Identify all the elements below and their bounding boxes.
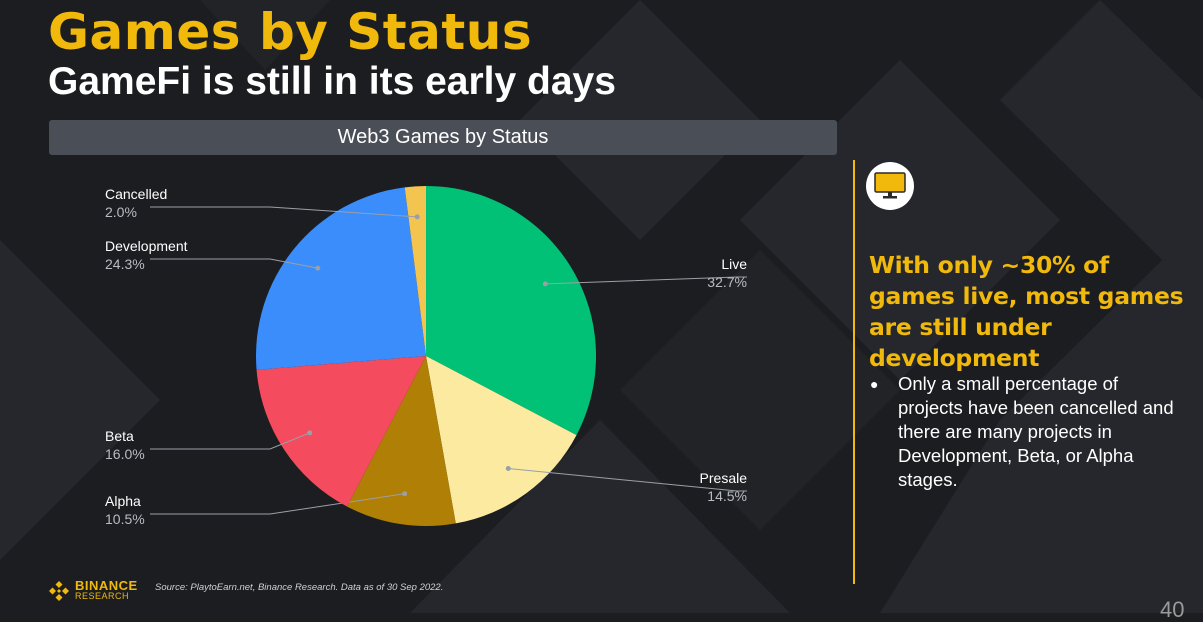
slice-label-cancelled: Cancelled <box>105 186 167 202</box>
bullet-list: Only a small percentage of projects have… <box>870 372 1180 492</box>
chart-title: Web3 Games by Status <box>49 120 837 155</box>
pie-slice-beta <box>256 356 426 507</box>
callout-line-presale <box>508 468 747 492</box>
pie-slice-alpha <box>346 356 456 526</box>
callout-line-live <box>545 276 747 285</box>
slice-value-cancelled: 2.0% <box>105 204 137 220</box>
callout-dot-live <box>542 281 548 287</box>
pie-slice-presale <box>426 356 577 524</box>
slice-label-development: Development <box>105 238 188 254</box>
callout-line-beta <box>150 432 310 450</box>
bullet-item: Only a small percentage of projects have… <box>870 372 1180 492</box>
callout-line-cancelled <box>150 206 418 218</box>
callout-dot-alpha <box>402 491 408 497</box>
pie-slice-cancelled <box>404 186 426 356</box>
logo-wordmark: BINANCE <box>75 578 138 593</box>
slice-value-development: 24.3% <box>105 256 145 272</box>
slice-label-beta: Beta <box>105 428 134 444</box>
pie-slice-development <box>256 187 426 370</box>
slice-label-presale: Presale <box>700 470 748 486</box>
key-takeaway: With only ~30% of games live, most games… <box>869 251 1184 372</box>
pie-chart: Live 32.7% Presale 14.5% Alpha 10.5% Beta 16.0%… <box>105 186 748 527</box>
slice-value-beta: 16.0% <box>105 446 145 462</box>
logo-subtext: RESEARCH <box>75 591 130 601</box>
callout-dot-development <box>315 265 321 271</box>
slice-value-presale: 14.5% <box>707 488 747 504</box>
slice-label-alpha: Alpha <box>105 493 141 509</box>
callout-line-development <box>150 258 318 269</box>
pie-slice-live <box>426 186 597 436</box>
source-note: Source: PlaytoEarn.net, Binance Research… <box>155 582 444 593</box>
slice-value-live: 32.7% <box>707 274 747 290</box>
monitor-icon <box>874 172 906 199</box>
binance-logo-icon <box>49 581 69 601</box>
callout-dot-presale <box>505 466 511 472</box>
monitor-badge <box>866 162 914 210</box>
slice-value-alpha: 10.5% <box>105 511 145 527</box>
callout-dot-cancelled <box>414 214 420 220</box>
callout-dot-beta <box>307 430 313 436</box>
slice-label-live: Live <box>721 256 747 272</box>
page-title: Games by Status <box>48 3 533 61</box>
callout-line-alpha <box>150 493 405 515</box>
page-number: 40 <box>1160 597 1185 622</box>
vertical-divider <box>853 160 855 584</box>
page-subtitle: GameFi is still in its early days <box>48 60 616 103</box>
